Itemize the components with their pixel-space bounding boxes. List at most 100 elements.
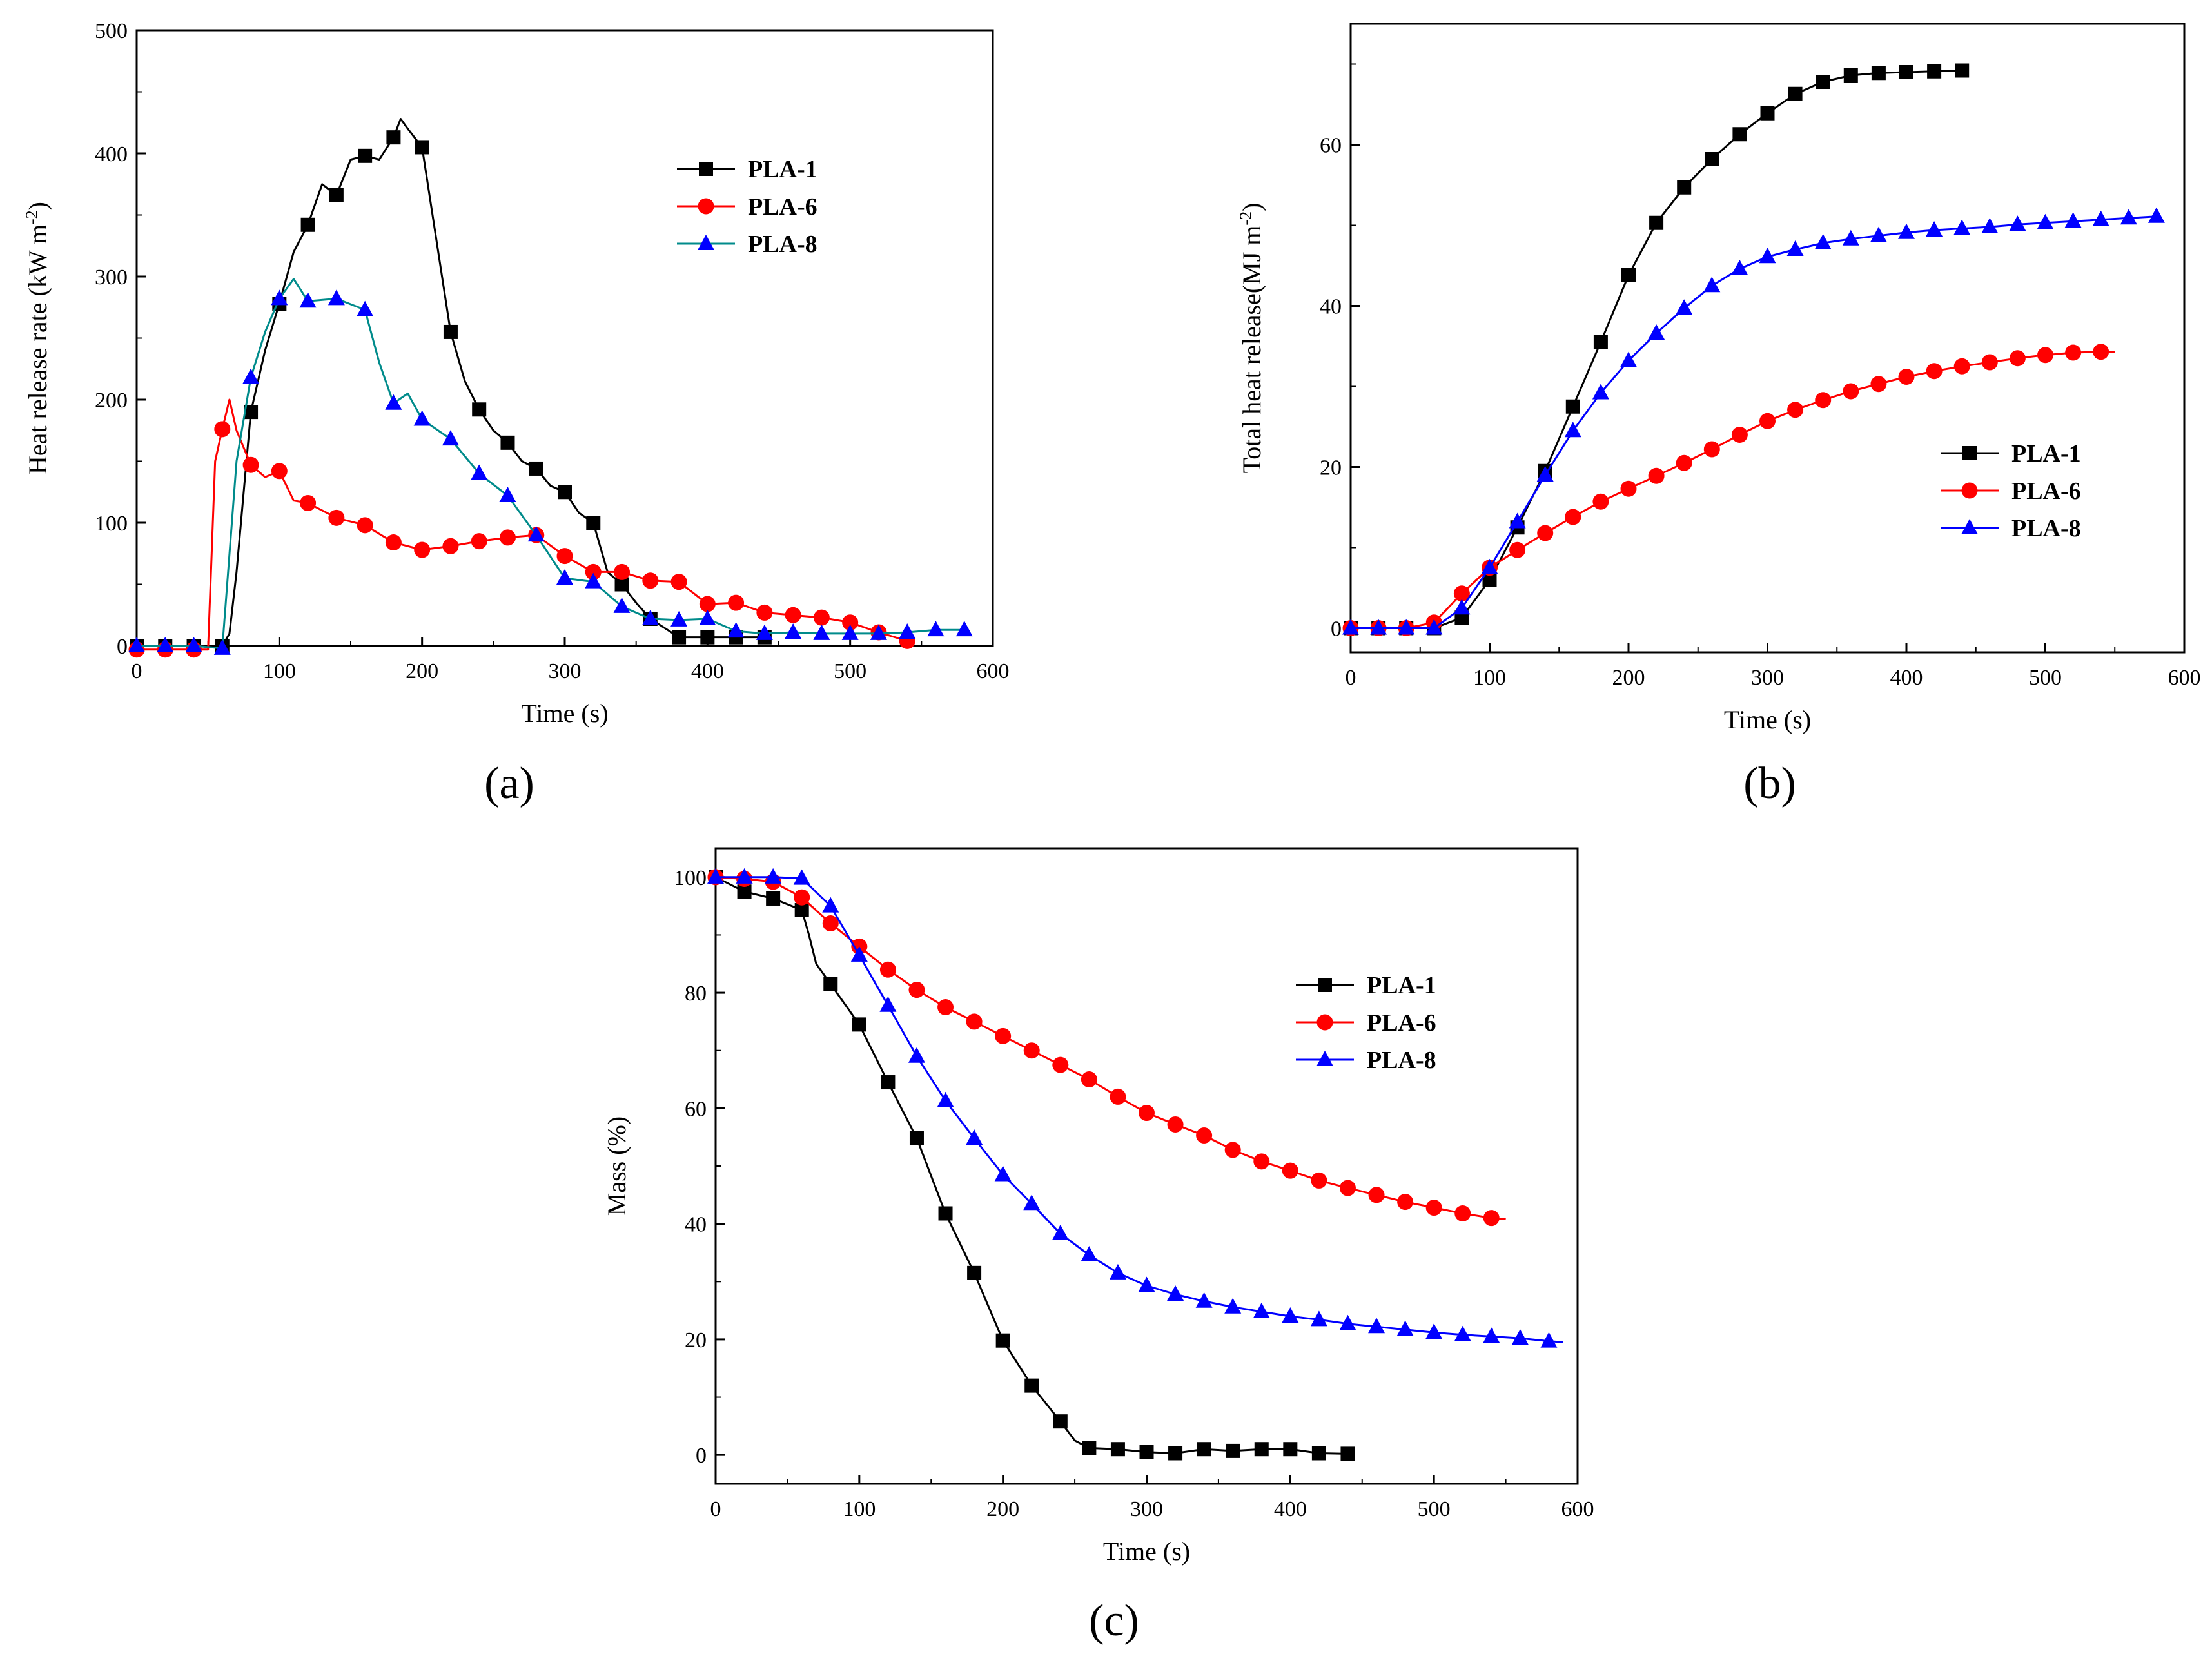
data-point-pla-8: [442, 430, 459, 446]
y-tick-label: 80: [685, 982, 707, 1006]
data-point-pla-1: [244, 405, 259, 420]
data-point-pla-8: [955, 621, 973, 637]
data-point-pla-8: [1703, 277, 1721, 293]
data-point-pla-6: [842, 614, 859, 631]
y-tick-label: 400: [95, 142, 128, 166]
x-tick-label: 300: [1130, 1497, 1163, 1521]
data-point-pla-6: [1787, 402, 1804, 418]
x-tick-label: 100: [843, 1497, 876, 1521]
data-point-pla-8: [499, 486, 516, 502]
series-pla-1: [1344, 63, 1970, 636]
series-line-pla-8: [137, 278, 964, 650]
data-point-pla-1: [1311, 1446, 1326, 1461]
x-axis-title: Time (s): [1103, 1537, 1190, 1566]
legend-label: PLA-8: [1367, 1047, 1436, 1074]
y-tick-label: 40: [1320, 295, 1342, 319]
data-point-pla-1: [586, 516, 601, 530]
x-tick-label: 600: [1561, 1497, 1594, 1521]
data-point-pla-1: [1649, 215, 1664, 230]
data-point-pla-6: [442, 538, 459, 554]
y-tick-label: 0: [1331, 618, 1342, 641]
data-point-pla-1: [1927, 64, 1942, 79]
data-point-pla-1: [1082, 1441, 1097, 1455]
data-point-pla-8: [2009, 215, 2026, 231]
legend-marker: [1961, 482, 1978, 499]
data-point-pla-8: [1731, 260, 1748, 275]
data-point-pla-8: [128, 637, 145, 652]
data-point-pla-6: [1648, 467, 1665, 484]
data-point-pla-1: [472, 402, 487, 417]
data-point-pla-8: [556, 569, 573, 585]
data-point-pla-8: [822, 897, 839, 913]
data-point-pla-6: [995, 1027, 1012, 1044]
data-point-pla-8: [841, 624, 859, 640]
x-tick-label: 100: [1473, 666, 1506, 690]
data-point-pla-1: [1760, 106, 1775, 121]
data-point-pla-1: [852, 1017, 866, 1032]
x-tick-label: 400: [1274, 1497, 1307, 1521]
data-point-pla-8: [471, 464, 488, 480]
data-point-pla-6: [585, 563, 602, 580]
data-point-pla-1: [766, 891, 781, 906]
legend-label: PLA-1: [1367, 972, 1436, 999]
panel-label: (c): [1089, 1596, 1139, 1646]
data-point-pla-1: [386, 130, 401, 145]
data-point-pla-1: [300, 217, 315, 232]
data-point-pla-6: [1898, 369, 1915, 385]
x-tick-label: 0: [710, 1497, 721, 1521]
y-axis-title-superscript: -2: [1237, 211, 1255, 226]
legend-marker: [1316, 1014, 1333, 1031]
legend-marker: [698, 235, 714, 250]
data-point-pla-6: [1815, 392, 1832, 409]
data-point-pla-8: [879, 996, 897, 1012]
data-point-pla-8: [1540, 1332, 1558, 1348]
data-point-pla-8: [899, 623, 916, 639]
data-point-pla-6: [1703, 441, 1720, 458]
data-point-pla-8: [413, 410, 431, 426]
data-point-pla-1: [1955, 63, 1970, 78]
series-line-pla-1: [137, 118, 765, 647]
data-point-pla-1: [1340, 1446, 1355, 1461]
data-point-pla-6: [966, 1013, 983, 1030]
y-axis-title: Mass (%): [602, 1116, 631, 1216]
data-point-pla-1: [938, 1206, 953, 1221]
data-point-pla-8: [1023, 1194, 1041, 1211]
data-point-pla-8: [242, 368, 260, 384]
data-point-pla-1: [1677, 180, 1692, 195]
data-point-pla-6: [471, 533, 487, 550]
data-point-pla-8: [1282, 1307, 1299, 1323]
y-tick-label: 500: [95, 19, 128, 43]
y-tick-label: 20: [1320, 456, 1342, 480]
data-point-pla-1: [443, 324, 458, 339]
legend-label: PLA-1: [2011, 440, 2081, 467]
series-line-pla-8: [1351, 215, 2157, 629]
data-point-pla-1: [823, 977, 838, 991]
data-point-pla-8: [1454, 1325, 1471, 1341]
y-tick-label: 40: [685, 1213, 707, 1237]
y-axis-title-end: ): [23, 202, 52, 210]
data-point-pla-8: [2092, 210, 2109, 226]
legend-label: PLA-8: [748, 231, 817, 258]
data-point-pla-8: [1842, 229, 1859, 246]
x-tick-label: 300: [1751, 666, 1784, 690]
data-point-pla-6: [2093, 344, 2109, 360]
data-point-pla-6: [214, 421, 231, 438]
series-pla-6: [1342, 344, 2115, 636]
data-point-pla-8: [357, 300, 374, 316]
y-tick-label: 300: [95, 266, 128, 289]
data-point-pla-8: [1396, 1320, 1414, 1336]
data-point-pla-1: [1110, 1442, 1125, 1457]
x-tick-label: 500: [834, 659, 866, 683]
data-point-pla-1: [737, 884, 752, 899]
data-point-pla-8: [1564, 422, 1581, 438]
data-point-pla-6: [756, 604, 773, 621]
data-point-pla-8: [1195, 1292, 1213, 1308]
data-point-pla-1: [329, 188, 344, 202]
data-point-pla-8: [908, 1047, 925, 1063]
x-axis-title: Time (s): [521, 699, 608, 728]
data-point-pla-1: [415, 140, 429, 155]
data-point-pla-6: [2009, 350, 2026, 367]
data-point-pla-8: [613, 597, 631, 613]
data-point-pla-6: [1139, 1105, 1155, 1122]
data-point-pla-8: [1109, 1263, 1126, 1280]
